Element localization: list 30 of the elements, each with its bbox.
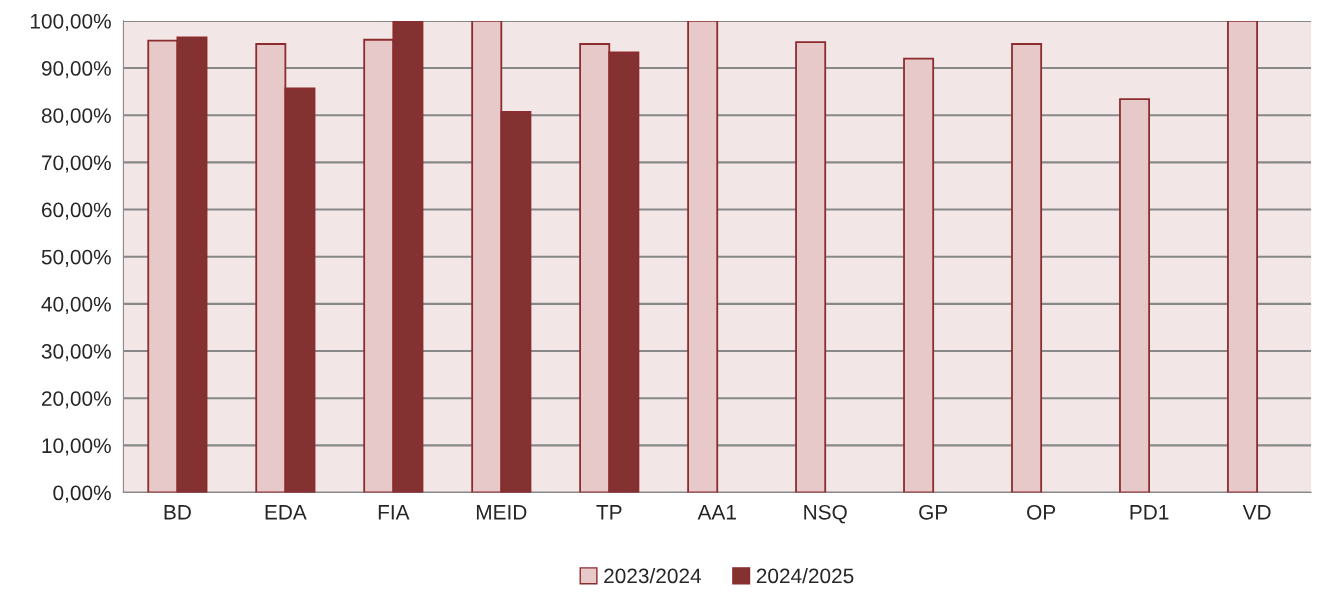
legend-label: 2024/2025 [756, 567, 854, 584]
bar [1227, 20, 1258, 493]
bar [1119, 98, 1151, 493]
y-tick-label: 0,00% [53, 485, 111, 503]
y-tick-label: 10,00% [42, 438, 111, 456]
x-tick-label: NSQ [804, 504, 847, 524]
bar [1011, 43, 1043, 493]
x-tick-label: EDA [265, 505, 307, 520]
y-tick-label: 90,00% [41, 61, 111, 79]
bar [687, 20, 719, 493]
bar [903, 57, 935, 493]
legend-label: 2023/2024 [604, 567, 702, 584]
x-tick-label: VD [1242, 505, 1271, 520]
y-tick-label: 20,00% [42, 391, 111, 409]
y-tick-label: 100,00% [30, 13, 111, 32]
x-tick-label: BD [164, 505, 191, 520]
x-tick-label: TP [596, 505, 622, 520]
x-tick-label: MEID [476, 505, 527, 520]
x-tick-label: GP [919, 504, 948, 520]
x-tick-label: AA1 [697, 505, 736, 520]
y-tick-label: 40,00% [41, 296, 111, 315]
y-tick-label: 50,00% [41, 249, 111, 267]
y-tick-label: 60,00% [42, 202, 111, 220]
x-tick-label: OP [1027, 504, 1056, 520]
y-tick-label: 70,00% [42, 155, 111, 173]
y-tick-label: 80,00% [41, 108, 111, 126]
x-tick-label: PD1 [1130, 505, 1169, 520]
bar [795, 41, 827, 493]
y-tick-label: 30,00% [41, 344, 111, 362]
x-tick-label: FIA [378, 505, 410, 520]
